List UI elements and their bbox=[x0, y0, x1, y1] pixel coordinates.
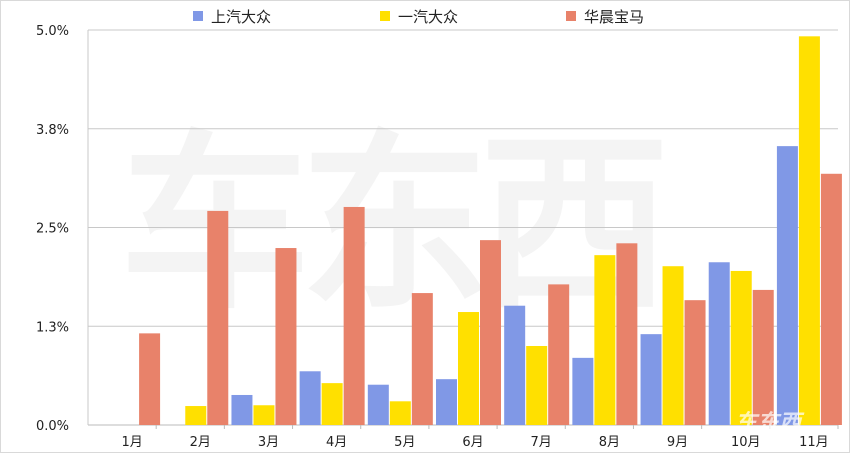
legend-item: 华晨宝马 bbox=[566, 6, 644, 26]
y-tick-label: 5.0% bbox=[36, 24, 69, 39]
bar-2-11月 bbox=[798, 36, 820, 425]
y-tick-label: 2.5% bbox=[36, 222, 69, 237]
x-tick-label: 9月 bbox=[667, 435, 688, 450]
legend-label: 一汽大众 bbox=[398, 7, 459, 26]
legend-item: 上汽大众 bbox=[193, 6, 271, 26]
bar-3-10月 bbox=[752, 289, 774, 425]
bar-2-4月 bbox=[321, 383, 343, 425]
bar-2-3月 bbox=[253, 405, 275, 425]
bar-2-7月 bbox=[526, 346, 548, 425]
bar-2-5月 bbox=[389, 401, 411, 425]
x-tick-label: 2月 bbox=[190, 435, 211, 450]
y-tick-label: 1.3% bbox=[36, 320, 69, 335]
bar-2-10月 bbox=[730, 270, 752, 425]
bar-3-9月 bbox=[684, 300, 706, 425]
legend-swatch bbox=[380, 11, 390, 21]
watermark-small-logo: 车东西 bbox=[735, 411, 802, 436]
bar-3-8月 bbox=[616, 243, 638, 425]
bar-1-10月 bbox=[708, 262, 730, 425]
bar-3-1月 bbox=[139, 333, 161, 425]
y-tick-label: 0.0% bbox=[36, 419, 69, 434]
bar-1-4月 bbox=[299, 371, 321, 425]
bar-2-9月 bbox=[662, 266, 684, 425]
x-tick-label: 3月 bbox=[258, 435, 279, 450]
legend-label: 上汽大众 bbox=[211, 7, 272, 26]
legend-label: 华晨宝马 bbox=[584, 7, 645, 26]
bar-3-5月 bbox=[411, 293, 433, 425]
x-tick-label: 7月 bbox=[531, 435, 552, 450]
legend-item: 一汽大众 bbox=[380, 6, 458, 26]
bar-1-9月 bbox=[640, 334, 662, 425]
bar-1-5月 bbox=[367, 384, 389, 425]
bar-3-4月 bbox=[343, 206, 365, 425]
bar-1-8月 bbox=[572, 357, 594, 425]
bar-1-3月 bbox=[231, 394, 253, 425]
x-tick-label: 10月 bbox=[731, 435, 761, 450]
bar-2-2月 bbox=[185, 406, 207, 425]
x-tick-label: 6月 bbox=[462, 435, 483, 450]
bar-3-6月 bbox=[480, 240, 501, 425]
bar-3-7月 bbox=[548, 284, 570, 425]
bar-2-6月 bbox=[458, 312, 479, 425]
x-tick-label: 8月 bbox=[599, 435, 620, 450]
x-tick-label: 4月 bbox=[326, 435, 347, 450]
bar-1-6月 bbox=[436, 379, 457, 425]
bar-1-7月 bbox=[504, 305, 526, 425]
y-tick-label: 3.8% bbox=[36, 123, 69, 138]
bar-3-2月 bbox=[207, 210, 229, 425]
bar-3-3月 bbox=[275, 248, 297, 425]
bar-3-11月 bbox=[820, 173, 842, 425]
bar-1-11月 bbox=[776, 146, 798, 425]
x-tick-label: 11月 bbox=[799, 435, 829, 450]
x-tick-label: 1月 bbox=[121, 435, 142, 450]
x-tick-label: 5月 bbox=[394, 435, 415, 450]
legend-swatch bbox=[193, 11, 203, 21]
legend-swatch bbox=[566, 11, 576, 21]
bar-2-8月 bbox=[594, 255, 616, 425]
